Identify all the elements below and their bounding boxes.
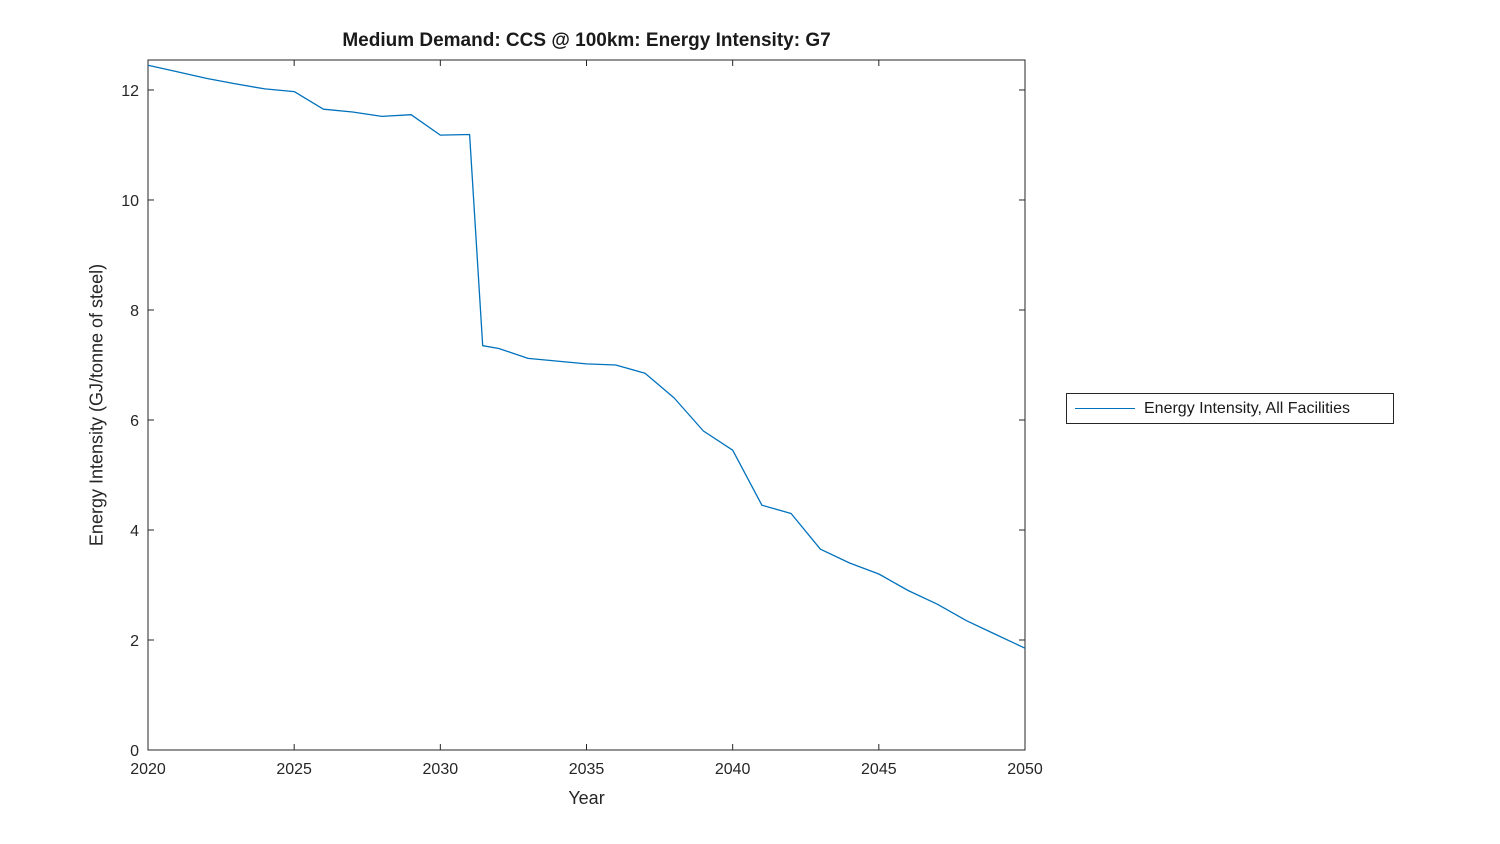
x-tick-label: 2025 <box>276 761 312 778</box>
x-tick-label: 2035 <box>569 761 605 778</box>
y-tick-label: 12 <box>121 83 139 100</box>
x-tick-label: 2040 <box>715 761 751 778</box>
x-tick-label: 2045 <box>861 761 897 778</box>
x-tick-label: 2020 <box>130 761 166 778</box>
y-tick-label: 0 <box>130 743 139 760</box>
x-axis-label: Year <box>568 788 605 808</box>
plot-box <box>147 59 1026 751</box>
y-axis-label: Energy Intensity (GJ/tonne of steel) <box>86 263 107 547</box>
y-tick-label: 8 <box>130 303 139 320</box>
x-tick-label: 2030 <box>423 761 459 778</box>
y-tick-label: 6 <box>130 413 139 430</box>
legend-entry-label: Energy Intensity, All Facilities <box>1144 399 1351 417</box>
y-tick-label: 4 <box>130 523 139 540</box>
y-tick-label: 2 <box>130 633 139 650</box>
y-tick-label: 10 <box>121 193 139 210</box>
legend-line-sample-icon <box>1075 408 1135 409</box>
x-tick-label: 2050 <box>1007 761 1043 778</box>
series-line <box>147 64 1026 649</box>
legend: Energy Intensity, All Facilities <box>1066 393 1394 424</box>
chart-title: Medium Demand: CCS @ 100km: Energy Inten… <box>342 30 831 51</box>
